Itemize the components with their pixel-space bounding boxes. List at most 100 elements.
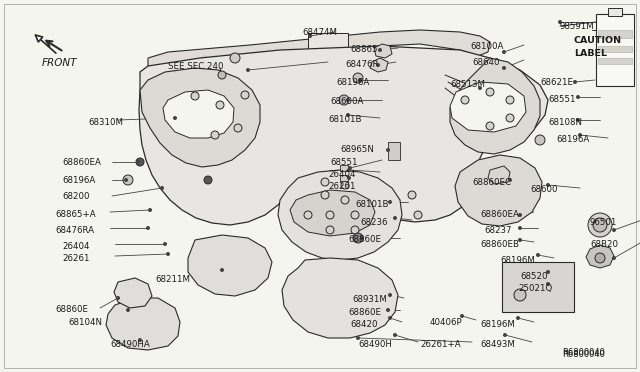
Circle shape xyxy=(341,196,349,204)
Circle shape xyxy=(346,113,349,116)
Text: 68600: 68600 xyxy=(530,185,557,194)
Circle shape xyxy=(502,67,506,70)
Text: 68476RA: 68476RA xyxy=(55,226,94,235)
Circle shape xyxy=(518,227,522,230)
Circle shape xyxy=(304,211,312,219)
Text: 68860E: 68860E xyxy=(55,305,88,314)
Text: LABEL: LABEL xyxy=(574,49,607,58)
Text: 68B20: 68B20 xyxy=(590,240,618,249)
Circle shape xyxy=(514,289,526,301)
Circle shape xyxy=(351,226,359,234)
Circle shape xyxy=(408,191,416,199)
Circle shape xyxy=(216,101,224,109)
Circle shape xyxy=(356,337,360,340)
Text: 68196A: 68196A xyxy=(62,176,95,185)
Text: 40406P: 40406P xyxy=(430,318,463,327)
Polygon shape xyxy=(106,298,180,350)
Circle shape xyxy=(595,253,605,263)
Circle shape xyxy=(394,217,397,219)
Circle shape xyxy=(536,253,540,257)
Circle shape xyxy=(138,339,141,341)
Polygon shape xyxy=(114,278,152,308)
Text: 26404: 26404 xyxy=(328,170,355,179)
Text: 68931M: 68931M xyxy=(352,295,387,304)
Text: 68860E: 68860E xyxy=(348,235,381,244)
Text: 26261: 26261 xyxy=(62,254,90,263)
Circle shape xyxy=(116,296,120,299)
Text: 68236: 68236 xyxy=(360,218,387,227)
Circle shape xyxy=(127,308,129,311)
Circle shape xyxy=(173,116,177,119)
Text: 68100A: 68100A xyxy=(470,42,504,51)
Polygon shape xyxy=(450,82,526,132)
Text: 26261+A: 26261+A xyxy=(420,340,461,349)
Text: 68490H: 68490H xyxy=(358,340,392,349)
Circle shape xyxy=(506,96,514,104)
Text: 68860EA: 68860EA xyxy=(480,210,519,219)
Circle shape xyxy=(349,167,351,170)
Text: 68101B: 68101B xyxy=(328,115,362,124)
Circle shape xyxy=(414,211,422,219)
Text: 96501: 96501 xyxy=(590,218,618,227)
Circle shape xyxy=(518,214,522,217)
Circle shape xyxy=(321,178,329,186)
Text: 68104N: 68104N xyxy=(68,318,102,327)
Circle shape xyxy=(612,257,616,260)
Circle shape xyxy=(348,169,351,171)
Polygon shape xyxy=(450,58,540,154)
Circle shape xyxy=(573,80,577,83)
Circle shape xyxy=(461,96,469,104)
Text: 68513M: 68513M xyxy=(450,80,485,89)
Circle shape xyxy=(547,282,550,285)
Text: 98591M: 98591M xyxy=(560,22,595,31)
Text: 68196A: 68196A xyxy=(556,135,589,144)
Circle shape xyxy=(388,201,392,203)
Bar xyxy=(608,8,622,16)
Polygon shape xyxy=(188,235,272,296)
Polygon shape xyxy=(140,68,260,167)
Circle shape xyxy=(218,71,226,79)
Text: 68474M: 68474M xyxy=(302,28,337,37)
Circle shape xyxy=(211,131,219,139)
Circle shape xyxy=(123,175,133,185)
Circle shape xyxy=(163,243,166,246)
Text: 68493M: 68493M xyxy=(480,340,515,349)
Text: FRONT: FRONT xyxy=(42,58,77,68)
Polygon shape xyxy=(455,155,542,226)
Text: 68490HA: 68490HA xyxy=(110,340,150,349)
Text: 68108N: 68108N xyxy=(548,118,582,127)
Circle shape xyxy=(388,294,392,296)
Circle shape xyxy=(326,226,334,234)
Circle shape xyxy=(516,317,520,320)
Bar xyxy=(598,46,632,52)
Text: 68237: 68237 xyxy=(484,226,511,235)
Text: 25021Q: 25021Q xyxy=(518,284,552,293)
Bar xyxy=(340,165,348,171)
Bar xyxy=(596,14,634,86)
Text: 68860E: 68860E xyxy=(348,308,381,317)
Circle shape xyxy=(241,91,249,99)
Circle shape xyxy=(341,181,349,189)
Text: 68310M: 68310M xyxy=(88,118,123,127)
Circle shape xyxy=(230,53,240,63)
Text: 68101B: 68101B xyxy=(355,200,388,209)
Circle shape xyxy=(486,88,494,96)
Circle shape xyxy=(125,179,127,182)
Circle shape xyxy=(204,176,212,184)
Circle shape xyxy=(588,213,612,237)
Circle shape xyxy=(136,158,144,166)
Polygon shape xyxy=(586,245,614,268)
Text: 68551: 68551 xyxy=(330,158,358,167)
Circle shape xyxy=(579,134,582,137)
Text: 68551: 68551 xyxy=(548,95,575,104)
Circle shape xyxy=(348,176,351,180)
Circle shape xyxy=(506,114,514,122)
Text: 68640: 68640 xyxy=(472,58,499,67)
Bar xyxy=(388,142,400,160)
Polygon shape xyxy=(370,58,388,72)
Text: 68420: 68420 xyxy=(350,320,378,329)
Circle shape xyxy=(486,122,494,130)
Text: 68196M: 68196M xyxy=(500,256,535,265)
Text: 68621E: 68621E xyxy=(540,78,573,87)
Circle shape xyxy=(461,314,463,317)
